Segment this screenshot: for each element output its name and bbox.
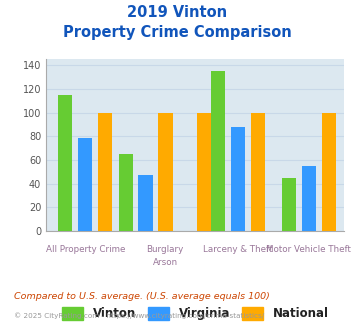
Bar: [231, 127, 245, 231]
Legend: Vinton, Virginia, National: Vinton, Virginia, National: [57, 302, 333, 325]
Bar: [197, 113, 212, 231]
Text: 2019 Vinton: 2019 Vinton: [127, 5, 228, 20]
Text: Property Crime Comparison: Property Crime Comparison: [63, 25, 292, 40]
Bar: [98, 113, 112, 231]
Bar: [322, 113, 336, 231]
Bar: [138, 175, 153, 231]
Bar: [58, 95, 72, 231]
Bar: [302, 166, 316, 231]
Text: Burglary: Burglary: [147, 245, 184, 254]
Text: Larceny & Theft: Larceny & Theft: [203, 245, 273, 254]
Bar: [158, 113, 173, 231]
Bar: [78, 138, 92, 231]
Text: Motor Vehicle Theft: Motor Vehicle Theft: [266, 245, 351, 254]
Text: © 2025 CityRating.com - https://www.cityrating.com/crime-statistics/: © 2025 CityRating.com - https://www.city…: [14, 312, 264, 318]
Text: All Property Crime: All Property Crime: [45, 245, 125, 254]
Bar: [211, 71, 225, 231]
Text: Compared to U.S. average. (U.S. average equals 100): Compared to U.S. average. (U.S. average …: [14, 292, 270, 301]
Bar: [282, 178, 296, 231]
Bar: [251, 113, 265, 231]
Bar: [119, 154, 133, 231]
Text: Arson: Arson: [153, 258, 178, 267]
